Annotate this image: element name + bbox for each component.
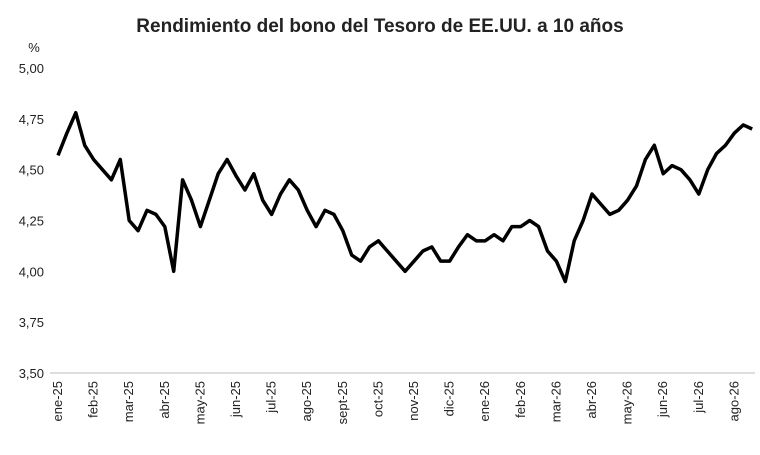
x-tick-label: may-25	[192, 381, 207, 424]
x-tick-label: ago-26	[726, 381, 741, 421]
y-unit: %	[28, 40, 40, 55]
y-tick-label: 5,00	[19, 61, 44, 76]
x-tick-label: oct-25	[370, 381, 385, 417]
line	[56, 110, 753, 284]
x-tick-label: ene-25	[50, 381, 65, 421]
y-tick-label: 3,50	[19, 366, 44, 381]
x-tick-label: feb-25	[86, 381, 101, 418]
x-tick-label: nov-25	[406, 381, 421, 421]
y-tick-label: 4,25	[19, 214, 44, 229]
x-tick-label: abr-26	[584, 381, 599, 419]
y-tick-label: 4,50	[19, 163, 44, 178]
x-tick-label: jul-25	[264, 381, 279, 414]
x-tick-label: mar-26	[548, 381, 563, 422]
chart-title: Rendimiento del bono del Tesoro de EE.UU…	[136, 16, 623, 37]
x-tick-label: sept-25	[335, 381, 350, 424]
y-tick-label: 4,00	[19, 264, 44, 279]
x-tick-label: ene-26	[477, 381, 492, 421]
x-tick-label: may-26	[620, 381, 635, 424]
x-tick-label: feb-26	[513, 381, 528, 418]
x-tick-label: ago-25	[299, 381, 314, 421]
x-tick-label: dic-25	[442, 381, 457, 416]
x-tick-label: jun-26	[655, 381, 670, 418]
y-tick-label: 4,75	[19, 112, 44, 127]
x-tick-label: jun-25	[228, 381, 243, 418]
x-tick-label: jul-26	[691, 381, 706, 414]
x-tick-label: mar-25	[121, 381, 136, 422]
x-tick-label: abr-25	[157, 381, 172, 419]
y-tick-label: 3,75	[19, 315, 44, 330]
